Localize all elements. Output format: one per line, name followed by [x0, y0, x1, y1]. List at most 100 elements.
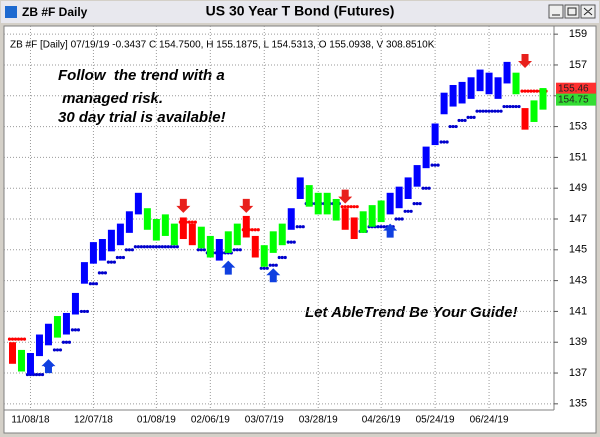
stop-dot — [529, 89, 533, 93]
y-tick-label: 145 — [569, 244, 587, 256]
stop-dot — [349, 205, 353, 209]
stop-dot — [502, 104, 506, 109]
stop-dot — [499, 109, 503, 113]
minimize-button[interactable] — [548, 4, 564, 19]
stop-dot — [436, 163, 440, 167]
stop-dot — [484, 109, 488, 113]
stop-dot — [82, 309, 87, 314]
stop-dot — [454, 124, 458, 129]
stop-dot — [169, 245, 173, 249]
stop-dot — [472, 115, 476, 119]
price-bar — [404, 177, 412, 199]
stop-dot — [85, 309, 90, 314]
price-bar — [323, 192, 331, 215]
stop-dot — [493, 109, 497, 113]
price-bar — [377, 200, 385, 223]
signal-arrow — [383, 223, 398, 238]
price-bar — [305, 185, 313, 207]
price-bar — [332, 198, 340, 221]
stop-dot — [199, 248, 203, 252]
stop-dot — [343, 205, 347, 209]
price-bar — [341, 208, 349, 230]
stop-dot — [259, 266, 263, 270]
price-bar — [143, 208, 151, 230]
signal-arrow — [239, 198, 254, 213]
stop-dot — [235, 248, 239, 252]
annotation: 30 day trial is available! — [58, 109, 226, 126]
stop-dot — [253, 228, 257, 232]
stop-dot — [481, 109, 485, 113]
stop-dot — [175, 245, 179, 249]
price-bar — [296, 177, 304, 199]
last-price-box — [556, 93, 596, 106]
stop-dot — [409, 209, 413, 213]
stop-dot — [382, 225, 386, 229]
stop-dot — [508, 104, 512, 109]
stop-dot — [475, 109, 479, 113]
stop-dot — [424, 186, 428, 190]
stop-dot — [466, 115, 470, 119]
stop-dot — [298, 225, 302, 229]
price-bar — [395, 186, 403, 209]
stop-dot — [412, 201, 416, 206]
stop-dot — [64, 340, 69, 344]
price-bar — [134, 192, 142, 215]
stop-dot — [202, 248, 206, 252]
signal-arrow — [338, 189, 353, 204]
price-bar — [494, 77, 502, 99]
price-bar — [512, 72, 520, 95]
x-tick-label: 12/07/18 — [74, 415, 113, 426]
stop-dot — [397, 217, 401, 221]
stop-dot — [109, 260, 114, 264]
x-tick-label: 06/24/19 — [470, 415, 509, 426]
stop-dot — [448, 124, 452, 129]
stop-dot — [346, 205, 350, 209]
stop-dot — [469, 115, 473, 119]
stop-dot — [445, 140, 449, 144]
signal-arrow — [221, 260, 236, 275]
maximize-button[interactable] — [564, 4, 580, 19]
price-bar — [359, 211, 367, 233]
signal-arrow — [266, 268, 281, 283]
stop-dot — [532, 89, 536, 93]
stop-dot — [10, 337, 15, 341]
stop-dot — [19, 337, 24, 341]
price-bar — [386, 192, 394, 215]
stop-dot — [76, 328, 81, 332]
stop-dot — [274, 263, 278, 267]
stop-dot — [403, 209, 407, 213]
stop-dot — [535, 89, 539, 93]
stop-dot — [13, 337, 18, 341]
stop-dot — [106, 260, 111, 264]
y-tick-label: 143 — [569, 275, 587, 287]
annotation: managed risk. — [58, 90, 163, 107]
stop-dot — [151, 245, 155, 249]
stop-dot — [376, 225, 380, 229]
stop-dot — [514, 104, 518, 109]
price-bar — [539, 88, 547, 110]
stop-dot — [487, 109, 491, 113]
y-tick-label: 149 — [569, 182, 587, 194]
stop-dot — [103, 271, 108, 275]
stop-dot — [73, 328, 78, 332]
price-bar — [287, 208, 295, 230]
stop-dot — [91, 282, 96, 286]
stop-dot — [283, 255, 287, 260]
stop-dot — [427, 186, 431, 190]
window-buttons[interactable] — [548, 4, 596, 19]
stop-dot — [67, 340, 72, 344]
stop-dot — [517, 104, 521, 109]
last-price-label: 154.75 — [558, 94, 589, 105]
stop-dot — [295, 225, 299, 229]
stop-dot — [268, 263, 272, 267]
price-bar — [80, 262, 88, 284]
stop-dot — [55, 348, 60, 352]
stop-dot — [127, 248, 131, 252]
stop-dot — [52, 348, 57, 352]
y-tick-label: 135 — [569, 398, 587, 410]
price-bar — [98, 239, 106, 261]
y-tick-label: 157 — [569, 59, 587, 71]
price-bar — [188, 223, 196, 246]
title-bar — [1, 1, 599, 23]
stop-dot — [262, 266, 266, 270]
